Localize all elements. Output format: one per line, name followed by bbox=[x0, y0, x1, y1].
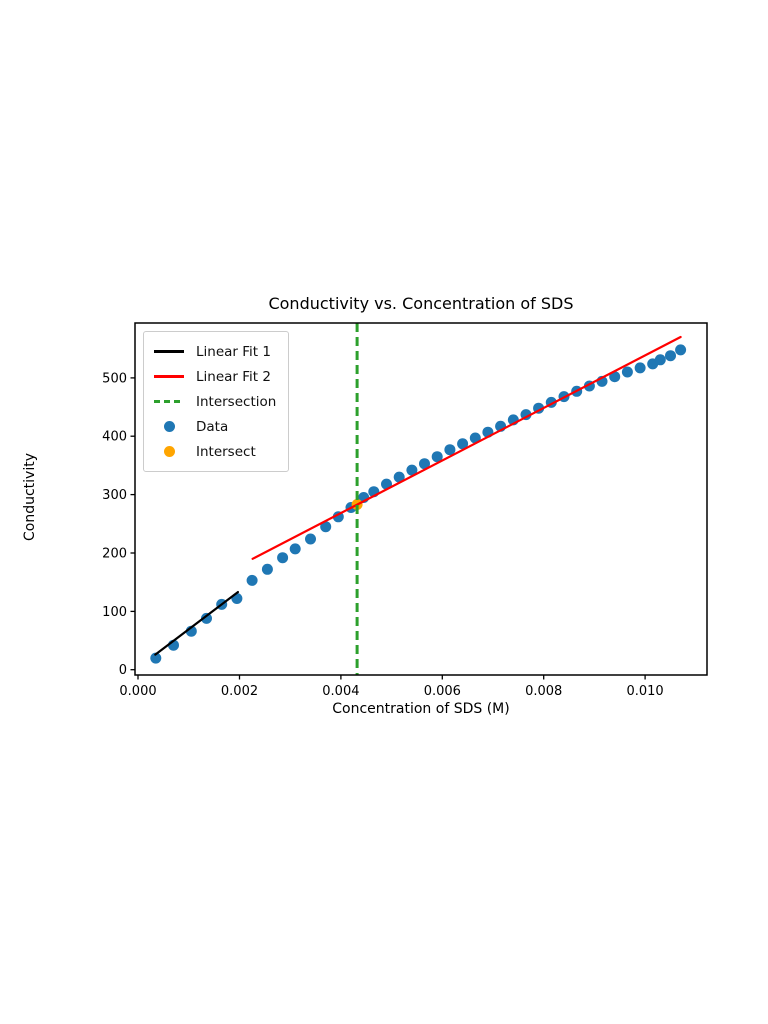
data-point bbox=[289, 543, 301, 555]
x-tick-label: 0.008 bbox=[525, 684, 562, 699]
legend-dot-swatch bbox=[154, 445, 184, 459]
legend-label: Linear Fit 1 bbox=[196, 343, 271, 360]
chart-title: Conductivity vs. Concentration of SDS bbox=[268, 294, 574, 313]
x-tick-label: 0.010 bbox=[626, 684, 663, 699]
data-point bbox=[654, 354, 666, 366]
fit-line-2 bbox=[251, 335, 682, 560]
x-tick-label: 0.006 bbox=[424, 684, 461, 699]
y-tick-label: 300 bbox=[102, 488, 127, 503]
data-point bbox=[201, 612, 212, 624]
data-point bbox=[393, 471, 405, 483]
y-axis-label: Conductivity bbox=[22, 453, 38, 541]
data-point bbox=[277, 552, 289, 564]
legend-item-linear-fit-2: Linear Fit 2 bbox=[154, 364, 276, 389]
legend-dot-swatch bbox=[154, 420, 184, 434]
x-tick-label: 0.000 bbox=[119, 684, 156, 699]
data-point bbox=[444, 444, 456, 456]
y-tick-label: 400 bbox=[102, 430, 127, 445]
legend-line-swatch bbox=[154, 370, 184, 384]
data-point bbox=[621, 366, 633, 378]
legend-label: Intersection bbox=[196, 393, 277, 410]
data-point bbox=[305, 533, 316, 545]
legend-item-intersection: Intersection bbox=[154, 389, 276, 414]
data-point bbox=[419, 458, 430, 470]
legend-label: Intersect bbox=[196, 443, 256, 460]
y-tick-label: 500 bbox=[102, 371, 127, 386]
data-point bbox=[246, 574, 258, 586]
data-point bbox=[609, 371, 621, 383]
legend-item-data: Data bbox=[154, 414, 276, 439]
legend: Linear Fit 1 Linear Fit 2 Intersection Data… bbox=[143, 331, 290, 472]
fit-line-1 bbox=[154, 590, 239, 656]
data-point bbox=[675, 344, 687, 356]
legend-label: Linear Fit 2 bbox=[196, 368, 271, 385]
data-point bbox=[406, 464, 418, 476]
legend-dashed-line-swatch bbox=[154, 395, 184, 409]
data-point bbox=[457, 438, 469, 450]
x-tick-label: 0.004 bbox=[322, 684, 359, 699]
data-point bbox=[150, 652, 162, 664]
data-point bbox=[634, 362, 646, 374]
x-tick-label: 0.002 bbox=[221, 684, 258, 699]
y-tick-label: 0 bbox=[119, 663, 127, 678]
legend-line-swatch bbox=[154, 345, 184, 359]
data-point bbox=[261, 563, 273, 575]
legend-item-intersect: Intersect bbox=[154, 439, 276, 464]
data-point bbox=[431, 451, 443, 463]
legend-item-linear-fit-1: Linear Fit 1 bbox=[154, 339, 276, 364]
x-axis-label: Concentration of SDS (M) bbox=[332, 701, 510, 717]
y-tick-label: 100 bbox=[102, 605, 127, 620]
axes-frame bbox=[134, 322, 708, 676]
legend-label: Data bbox=[196, 418, 229, 435]
data-point bbox=[320, 521, 332, 533]
data-point bbox=[665, 350, 676, 362]
y-tick-label: 200 bbox=[102, 547, 127, 562]
